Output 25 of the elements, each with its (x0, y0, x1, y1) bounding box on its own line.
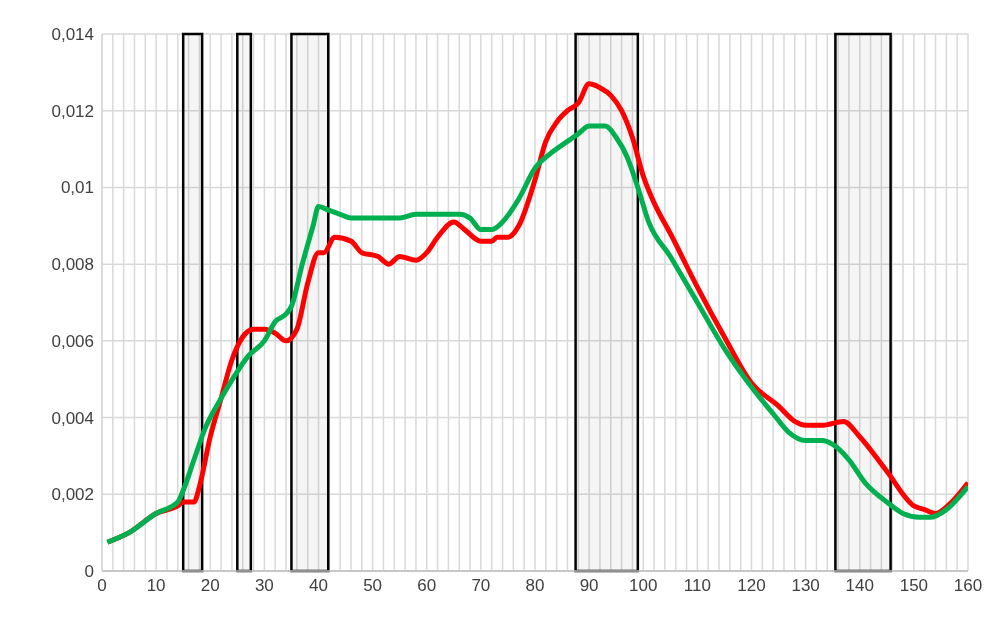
x-tick-label: 80 (525, 576, 545, 596)
x-tick-label: 110 (683, 576, 711, 596)
y-tick-label: 0,01 (60, 178, 94, 198)
x-tick-label: 0 (97, 576, 107, 596)
x-tick-label: 160 (953, 576, 983, 596)
x-tick-label: 100 (629, 576, 658, 596)
x-tick-label: 140 (845, 576, 874, 596)
x-tick-label: 70 (471, 576, 491, 596)
x-tick-label: 20 (200, 576, 220, 596)
x-tick-label: 130 (791, 576, 820, 596)
y-tick-label: 0,008 (51, 255, 94, 275)
x-tick-label: 40 (309, 576, 328, 596)
x-tick-label: 50 (363, 576, 383, 596)
x-tick-label: 150 (899, 576, 929, 596)
x-tick-label: 90 (579, 576, 599, 596)
y-tick-label: 0,002 (51, 485, 94, 505)
x-tick-label: 120 (737, 576, 766, 596)
x-tick-label: 30 (254, 576, 274, 596)
y-tick-label: 0,014 (51, 25, 94, 45)
y-tick-label: 0,006 (51, 331, 94, 351)
x-tick-label: 60 (417, 576, 437, 596)
y-tick-label: 0 (84, 562, 94, 582)
x-tick-label: 10 (146, 576, 166, 596)
y-tick-label: 0,004 (51, 408, 94, 428)
y-tick-label: 0,012 (51, 101, 94, 121)
